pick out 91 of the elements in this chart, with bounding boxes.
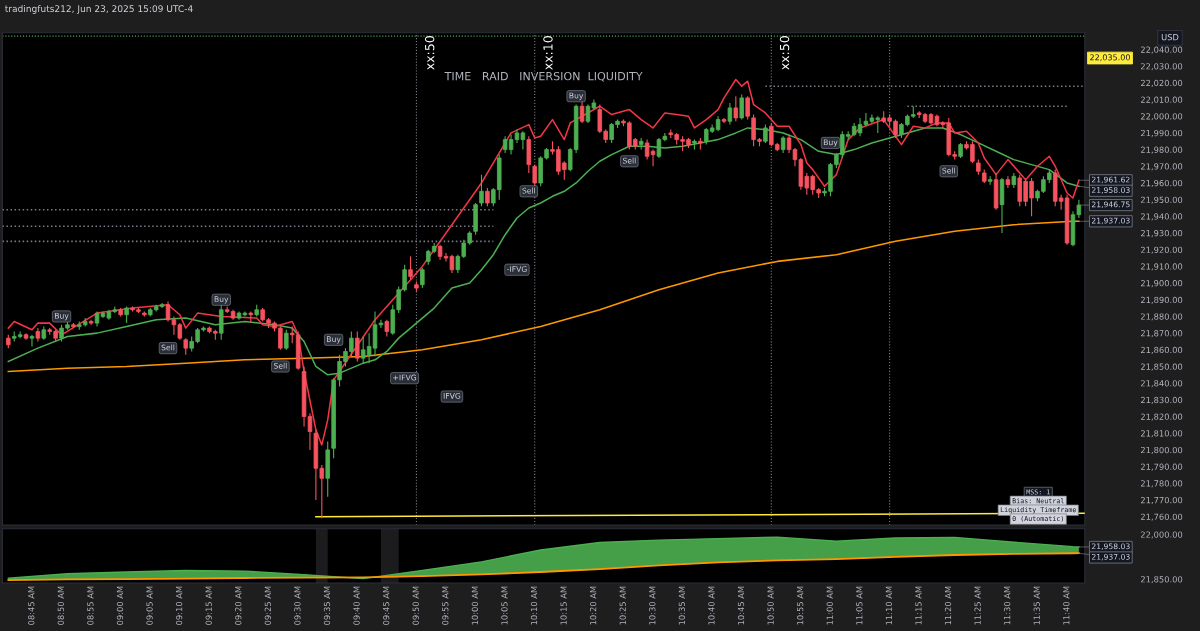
y-tick-label: 21,940.00 xyxy=(1140,213,1183,221)
candlestick xyxy=(745,95,750,121)
text: USD xyxy=(1161,33,1179,41)
candlestick xyxy=(532,164,537,187)
ref-line-label: xx:50 xyxy=(424,36,435,70)
candlestick xyxy=(1005,175,1011,189)
x-tick-label: 09:15 AM xyxy=(205,586,212,625)
x-tick-label: 08:50 AM xyxy=(57,586,64,625)
line-series xyxy=(7,220,1080,373)
x-tick-label: 10:50 AM xyxy=(767,586,774,625)
y-tick-label: 21,840.00 xyxy=(1140,380,1183,388)
candlestick xyxy=(29,334,35,348)
text: tradingfuts212, Jun 23, 2025 15:09 UTC-4 xyxy=(5,5,193,14)
y-tick-label: 22,040.00 xyxy=(1140,46,1183,54)
candlestick xyxy=(420,267,425,289)
x-tick-label: 10:30 AM xyxy=(649,586,656,625)
x-tick-label: 10:00 AM xyxy=(471,586,478,625)
candlestick xyxy=(579,100,585,124)
x-tick-label: 11:00 AM xyxy=(826,586,833,625)
y-tick-label: 21,790.00 xyxy=(1140,463,1183,471)
x-tick-label: 09:05 AM xyxy=(146,586,153,625)
x-tick-label: 09:45 AM xyxy=(382,586,390,625)
x-tick-label: 09:50 AM xyxy=(412,586,419,625)
x-tick-label: 10:45 AM xyxy=(737,586,745,625)
y-tick-label: 22,010.00 xyxy=(1140,96,1183,104)
x-tick-label: 10:25 AM xyxy=(619,586,626,625)
candlestick xyxy=(727,102,733,126)
x-tick-label: 10:55 AM xyxy=(797,586,804,625)
y-tick-label: 21,880.00 xyxy=(1140,313,1183,321)
x-tick-label: 11:40 AM xyxy=(1063,586,1070,625)
y-tick-label: 21,920.00 xyxy=(1140,246,1183,254)
y-tick-label: 21,980.00 xyxy=(1140,146,1183,154)
x-tick-label: 09:35 AM xyxy=(323,586,331,625)
y-tick-label: 21,850.00 xyxy=(1140,576,1183,584)
line-series xyxy=(7,552,1080,581)
x-tick-label: 09:30 AM xyxy=(294,586,301,625)
y-tick-label: 22,000.00 xyxy=(1140,531,1183,539)
y-tick-label: 21,810.00 xyxy=(1140,430,1183,438)
x-tick-label: 09:20 AM xyxy=(235,586,242,625)
y-tick-label: 21,780.00 xyxy=(1140,480,1183,488)
y-tick-label: 21,890.00 xyxy=(1140,296,1183,304)
text: 22,035.00 xyxy=(1090,54,1130,62)
x-tick-label: 11:15 AM xyxy=(915,586,922,625)
candlestick xyxy=(218,304,224,341)
x-tick-label: 10:20 AM xyxy=(589,586,597,625)
x-tick-label: 09:10 AM xyxy=(175,586,183,625)
candlestick xyxy=(355,330,360,363)
x-tick-label: 08:45 AM xyxy=(28,586,35,625)
y-tick-label: 22,030.00 xyxy=(1140,63,1183,71)
x-tick-label: 09:00 AM xyxy=(116,586,124,625)
candlestick xyxy=(739,93,744,121)
y-tick-label: 21,850.00 xyxy=(1140,363,1183,371)
x-tick-label: 09:25 AM xyxy=(264,586,271,625)
y-tick-label: 21,990.00 xyxy=(1140,129,1183,138)
x-tick-label: 11:20 AM xyxy=(944,586,952,625)
text: TIME RAID INVERSION LIQUIDITY xyxy=(444,71,643,82)
y-tick-label: 21,900.00 xyxy=(1140,280,1183,288)
x-tick-label: 10:05 AM xyxy=(501,586,508,625)
y-tick-label: 21,860.00 xyxy=(1140,346,1183,354)
y-tick-label: 21,960.00 xyxy=(1140,179,1183,188)
candlestick xyxy=(733,95,739,122)
y-tick-label: 22,000.00 xyxy=(1140,113,1183,121)
ref-line-label: xx:50 xyxy=(779,36,790,70)
x-tick-label: 11:10 AM xyxy=(885,586,893,625)
y-tick-label: 21,950.00 xyxy=(1140,196,1183,204)
x-tick-label: 10:35 AM xyxy=(678,586,686,625)
x-tick-label: 08:55 AM xyxy=(87,586,94,625)
y-tick-label: 21,760.00 xyxy=(1140,513,1183,521)
x-tick-label: 09:40 AM xyxy=(353,586,360,625)
candlestick xyxy=(408,255,413,281)
x-tick-label: 10:40 AM xyxy=(708,586,715,625)
x-tick-label: 11:30 AM xyxy=(1004,586,1011,625)
x-tick-label: 11:35 AM xyxy=(1033,586,1040,625)
y-tick-label: 21,800.00 xyxy=(1140,446,1183,455)
y-tick-label: 21,910.00 xyxy=(1140,263,1183,271)
x-tick-label: 11:25 AM xyxy=(974,586,981,625)
y-tick-label: 21,820.00 xyxy=(1140,413,1183,421)
ref-line-label: xx:10 xyxy=(543,36,553,70)
y-tick-label: 21,970.00 xyxy=(1140,163,1183,171)
y-tick-label: 21,770.00 xyxy=(1140,496,1183,505)
candlestick xyxy=(284,329,289,351)
candlestick xyxy=(485,187,490,207)
x-tick-label: 09:55 AM xyxy=(442,586,449,625)
x-tick-label: 11:05 AM xyxy=(856,586,863,625)
y-tick-label: 21,870.00 xyxy=(1140,330,1183,338)
y-tick-label: 22,020.00 xyxy=(1140,79,1183,87)
candlestick xyxy=(479,174,484,207)
y-tick-label: 21,930.00 xyxy=(1140,230,1183,238)
x-tick-label: 10:15 AM xyxy=(560,586,567,625)
x-tick-label: 10:10 AM xyxy=(530,586,538,625)
y-tick-label: 21,830.00 xyxy=(1140,396,1183,404)
